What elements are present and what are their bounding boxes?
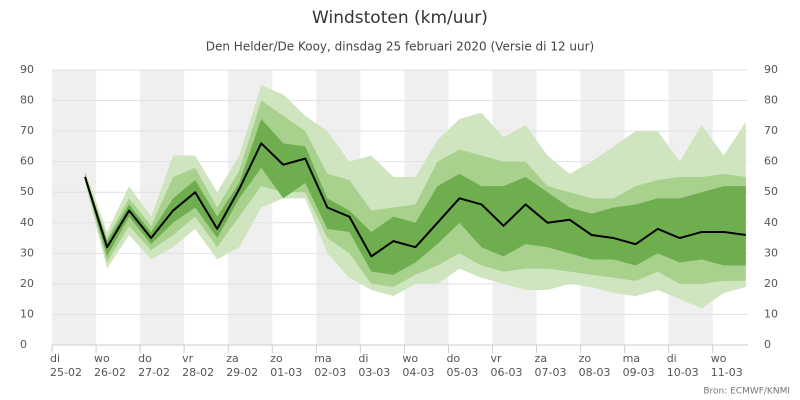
y2-tick-label: 30 xyxy=(764,246,778,259)
y-tick-label: 40 xyxy=(20,216,34,229)
x-tick-label: do 27-02 xyxy=(138,352,171,379)
y-tick-label: 80 xyxy=(20,94,34,107)
y2-tick-label: 20 xyxy=(764,277,778,290)
x-tick-label: vr 28-02 xyxy=(182,352,215,379)
y-tick-label: 20 xyxy=(20,277,34,290)
band xyxy=(85,118,746,275)
chart-subtitle: Den Helder/De Kooy, dinsdag 25 februari … xyxy=(206,40,594,54)
y-tick-label: 70 xyxy=(20,124,34,137)
x-tick-label: za 07-03 xyxy=(534,352,567,379)
x-tick-label: wo 26-02 xyxy=(94,352,127,379)
y-tick-label: 30 xyxy=(20,246,34,259)
source: Bron: ECMWF/KNMI xyxy=(703,387,790,397)
y-tick-label: 0 xyxy=(20,338,27,351)
y2-tick-label: 50 xyxy=(764,185,778,198)
y2-tick-label: 90 xyxy=(764,63,778,76)
x-tick-label: ma 09-03 xyxy=(622,352,655,379)
y-tick-label: 10 xyxy=(20,307,34,320)
x-tick-label: di 03-03 xyxy=(358,352,391,379)
x-tick-label: vr 06-03 xyxy=(490,352,523,379)
day-shade xyxy=(52,70,97,345)
chart-title: Windstoten (km/uur) xyxy=(312,8,488,28)
x-tick-label: zo 01-03 xyxy=(270,352,303,379)
y-tick-label: 50 xyxy=(20,185,34,198)
y2-tick-label: 10 xyxy=(764,307,778,320)
y2-tick-label: 80 xyxy=(764,94,778,107)
median-line xyxy=(84,142,746,258)
x-tick-label: zo 08-03 xyxy=(578,352,611,379)
y2-tick-label: 70 xyxy=(764,124,778,137)
x-tick-label: ma 02-03 xyxy=(314,352,347,379)
x-tick-label: di 10-03 xyxy=(666,352,699,379)
x-tick-label: di 25-02 xyxy=(50,352,82,379)
y-tick-label: 60 xyxy=(20,155,34,168)
y2-tick-label: 0 xyxy=(764,338,771,351)
y-tick-label: 90 xyxy=(20,63,34,76)
x-tick-label: do 05-03 xyxy=(446,352,479,379)
x-tick-label: wo 04-03 xyxy=(402,352,435,379)
x-tick-label: za 29-02 xyxy=(226,352,259,379)
y2-tick-label: 40 xyxy=(764,216,778,229)
y2-tick-label: 60 xyxy=(764,155,778,168)
x-tick-label: wo 11-03 xyxy=(710,352,743,379)
